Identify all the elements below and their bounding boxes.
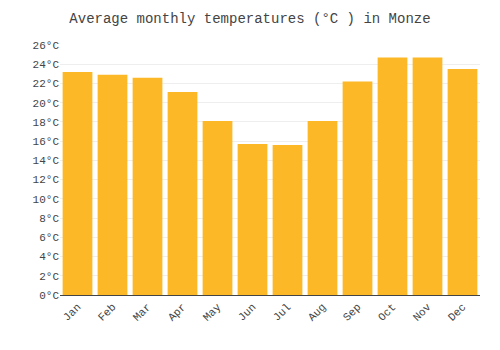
svg-text:12°C: 12°C (33, 174, 60, 186)
svg-text:Mar: Mar (131, 301, 153, 323)
svg-text:Aug: Aug (306, 301, 328, 323)
svg-text:May: May (201, 301, 224, 324)
svg-text:Sep: Sep (341, 301, 363, 323)
svg-text:Jan: Jan (61, 301, 83, 323)
svg-text:Apr: Apr (166, 301, 188, 323)
svg-text:Nov: Nov (411, 301, 434, 324)
svg-text:0°C: 0°C (39, 290, 59, 302)
svg-text:20°C: 20°C (33, 98, 60, 110)
svg-text:10°C: 10°C (33, 194, 60, 206)
svg-text:Feb: Feb (96, 301, 118, 323)
svg-text:Jul: Jul (271, 301, 293, 323)
svg-text:14°C: 14°C (33, 155, 60, 167)
svg-text:8°C: 8°C (39, 213, 59, 225)
svg-text:Oct: Oct (376, 301, 398, 323)
svg-text:6°C: 6°C (39, 232, 59, 244)
svg-text:Average monthly temperatures (: Average monthly temperatures (°C ) in Mo… (69, 11, 430, 27)
svg-text:Jun: Jun (236, 301, 258, 323)
svg-text:24°C: 24°C (33, 59, 60, 71)
svg-text:Dec: Dec (446, 301, 468, 323)
svg-text:18°C: 18°C (33, 117, 60, 129)
svg-text:4°C: 4°C (39, 251, 59, 263)
svg-text:2°C: 2°C (39, 271, 59, 283)
svg-text:26°C: 26°C (33, 40, 60, 52)
svg-text:16°C: 16°C (33, 136, 60, 148)
svg-text:22°C: 22°C (33, 78, 60, 90)
